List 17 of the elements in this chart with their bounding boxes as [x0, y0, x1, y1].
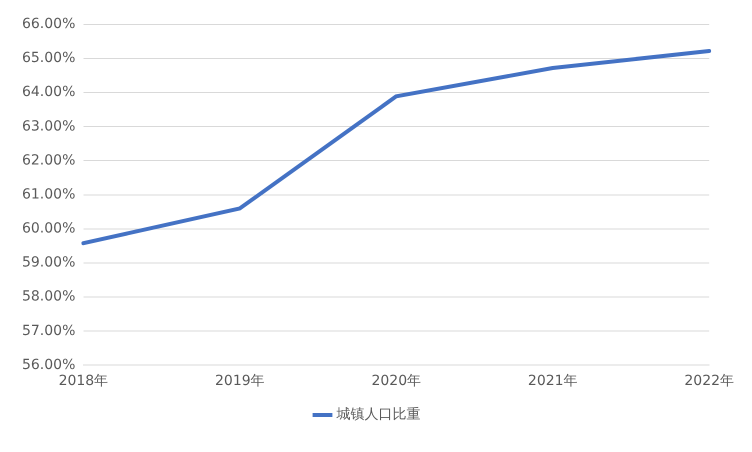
- x-tick-label: 2019年: [215, 373, 265, 390]
- y-tick-label: 58.00%: [22, 288, 76, 305]
- y-tick-label: 66.00%: [22, 16, 76, 32]
- y-tick-label: 56.00%: [22, 356, 76, 373]
- y-tick-label: 63.00%: [22, 118, 76, 134]
- y-tick-label: 60.00%: [22, 220, 76, 237]
- y-tick-label: 62.00%: [22, 152, 76, 168]
- legend-label: 城镇人口比重: [336, 406, 420, 423]
- y-tick-label: 59.00%: [22, 254, 76, 271]
- y-tick-label: 64.00%: [22, 84, 76, 100]
- x-tick-label: 2022年: [684, 373, 734, 390]
- x-tick-label: 2020年: [371, 373, 422, 390]
- x-tick-label: 2021年: [528, 373, 578, 390]
- y-tick-label: 57.00%: [22, 322, 76, 339]
- y-tick-label: 61.00%: [22, 186, 76, 202]
- y-tick-label: 65.00%: [22, 50, 76, 66]
- x-tick-label: 2018年: [58, 373, 108, 390]
